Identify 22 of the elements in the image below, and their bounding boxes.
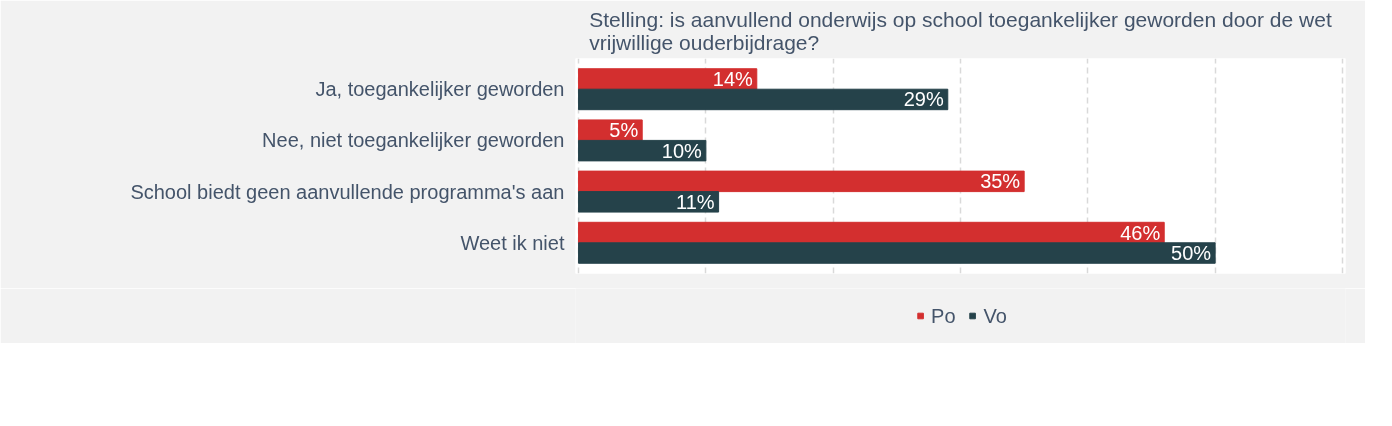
y-tick-label: Ja, toegankelijker geworden [315, 78, 565, 101]
y-tick-label: Weet ik niet [460, 231, 565, 254]
bar [578, 191, 720, 213]
chart-title: Stelling: is aanvullend onderwijs op school toegankelijker geworden door de wet vrijwillige ouderbijdrage? [589, 7, 1332, 54]
bar [578, 170, 1025, 193]
data-label: 50% [1171, 242, 1212, 265]
data-label: 35% [980, 170, 1021, 193]
data-label: 10% [661, 139, 703, 162]
legend-label: Po [931, 304, 956, 327]
bar [578, 242, 1216, 264]
y-tick-label: Nee, niet toegankelijker geworden [262, 129, 565, 152]
bar [578, 88, 949, 111]
data-label: 5% [609, 119, 639, 142]
legend-label: Vo [983, 304, 1007, 327]
data-label: 29% [903, 88, 944, 111]
data-label: 46% [1120, 221, 1161, 244]
bar [578, 139, 707, 162]
data-label: 11% [676, 190, 715, 213]
bar [578, 221, 1165, 244]
y-tick-label: School biedt geen aanvullende programma's aan [130, 180, 565, 203]
data-label: 14% [712, 67, 754, 90]
bar [578, 68, 758, 90]
